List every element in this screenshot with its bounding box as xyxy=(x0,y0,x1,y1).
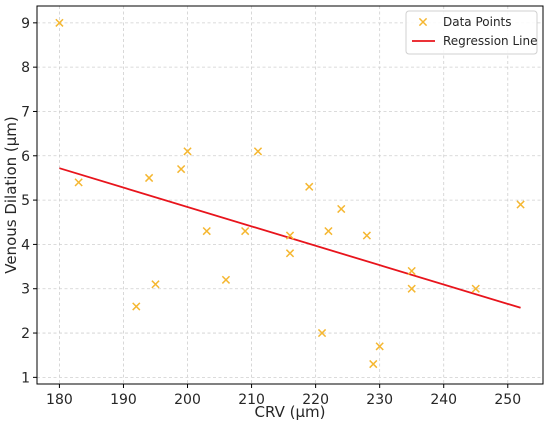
x-tick-label: 250 xyxy=(494,392,521,408)
x-tick-label: 180 xyxy=(46,392,73,408)
regression-line xyxy=(59,167,521,309)
y-tick-label: 4 xyxy=(21,237,30,253)
x-tick-label: 220 xyxy=(302,392,329,408)
data-point-marker xyxy=(221,275,231,284)
x-axis-title: CRV (µm) xyxy=(255,403,326,421)
data-point-marker xyxy=(362,231,371,240)
plot-frame xyxy=(36,5,544,385)
y-tick-label: 9 xyxy=(21,16,30,32)
data-point-marker xyxy=(369,359,378,369)
data-point-marker xyxy=(202,226,211,236)
y-tick-label: 1 xyxy=(21,370,30,386)
x-tick-label: 190 xyxy=(110,392,137,408)
y-tick-label: 8 xyxy=(21,60,30,76)
data-point-marker xyxy=(285,231,295,240)
legend-label-regression-line: Regression Line xyxy=(443,34,537,48)
data-point-marker xyxy=(516,200,525,209)
legend-box xyxy=(405,10,538,55)
data-point-marker xyxy=(375,342,384,351)
data-point-marker xyxy=(471,284,480,293)
legend: Data Points Regression Line xyxy=(405,10,538,55)
data-point-marker xyxy=(305,182,314,191)
data-point-marker xyxy=(144,173,154,183)
data-point-marker xyxy=(55,18,64,27)
data-point-marker xyxy=(74,178,83,187)
data-point-marker xyxy=(132,302,141,311)
plot-data xyxy=(55,18,525,369)
data-point-marker xyxy=(241,226,250,236)
data-point-marker xyxy=(253,147,263,156)
data-point-marker xyxy=(407,284,416,293)
data-point-marker xyxy=(324,226,333,236)
y-tick-label: 3 xyxy=(21,282,30,298)
data-point-marker xyxy=(337,204,346,214)
data-point-marker xyxy=(317,328,327,338)
y-tick-label: 5 xyxy=(21,193,30,209)
y-tick-label: 6 xyxy=(21,149,30,165)
x-tick-label: 200 xyxy=(174,392,201,408)
data-point-marker xyxy=(151,280,160,289)
x-tick-label: 240 xyxy=(430,392,457,408)
y-tick-label: 7 xyxy=(21,104,30,120)
x-tick-label: 230 xyxy=(366,392,393,408)
data-point-marker xyxy=(407,266,416,276)
y-axis-title: Venous Dilation (µm) xyxy=(2,116,20,274)
grid xyxy=(37,6,543,384)
x-tick-label: 210 xyxy=(238,392,265,408)
data-point-marker xyxy=(285,249,295,258)
legend-scatter-marker xyxy=(418,17,428,27)
legend-label-data-points: Data Points xyxy=(443,15,512,29)
data-point-marker xyxy=(176,164,186,174)
y-tick-label: 2 xyxy=(21,326,30,342)
data-point-marker xyxy=(183,147,192,156)
axis-ticks: 180 190 200 210 220 230 240 250 1 2 3 4 5 6 7 8 9 xyxy=(21,16,521,408)
